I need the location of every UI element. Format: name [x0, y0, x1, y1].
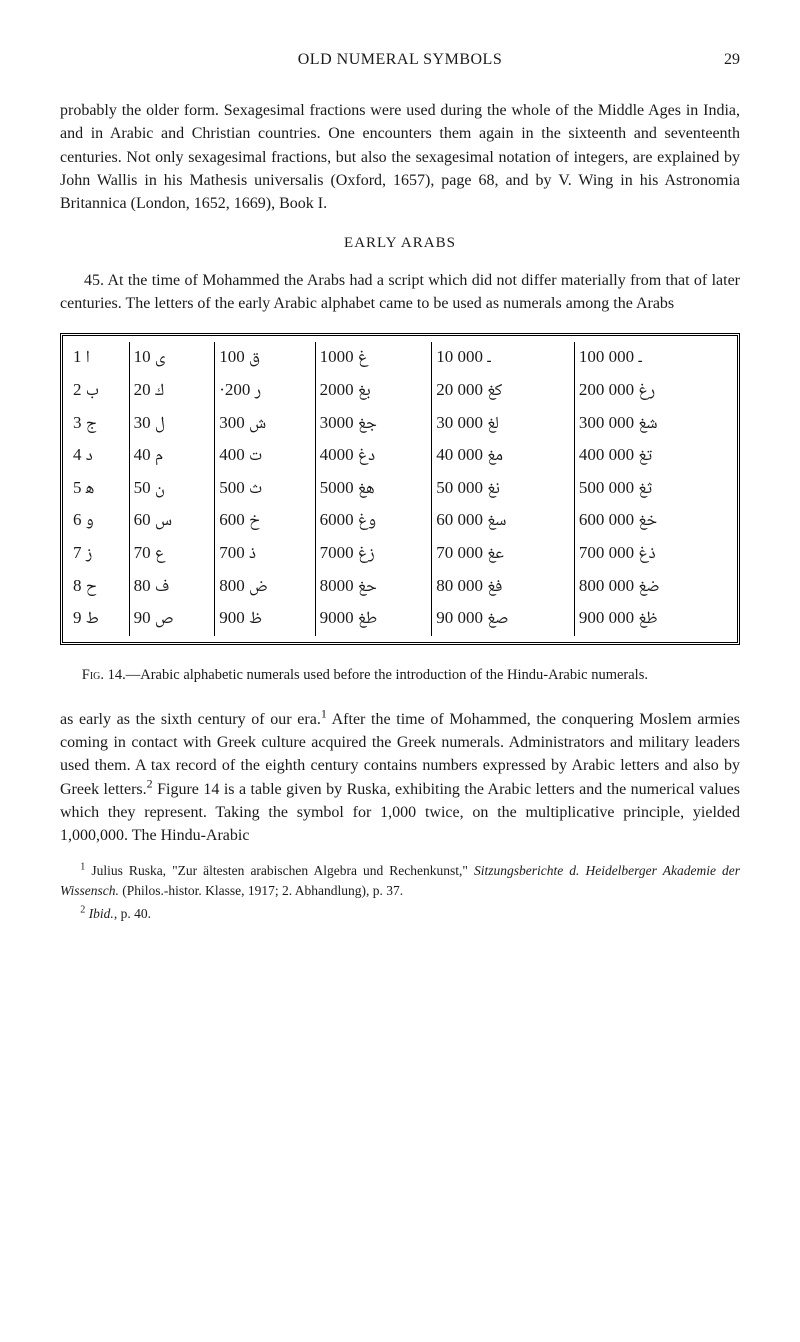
table-cell: 200 000 رغ [574, 375, 731, 408]
table-cell: 5000 هغ [315, 473, 432, 506]
section-heading: EARLY ARABS [60, 233, 740, 255]
table-cell: 20 000 كغ [432, 375, 575, 408]
table-cell: 700 000 ذغ [574, 538, 731, 571]
table-cell: 90 ص [129, 603, 215, 636]
table-cell: 30 ل [129, 408, 215, 441]
table-cell: 3 ج [69, 408, 129, 441]
table-cell: 4000 دغ [315, 440, 432, 473]
table-cell: 8000 حغ [315, 571, 432, 604]
para2-a: as early as the sixth century of our era… [60, 711, 321, 728]
table-cell: 900 ظ [215, 603, 315, 636]
table-cell: 80 ف [129, 571, 215, 604]
table-cell: 700 ذ [215, 538, 315, 571]
table-row: 8 ح80 ف800 ض8000 حغ80 000 فغ800 000 ضغ [69, 571, 731, 604]
table-cell: 300 000 شغ [574, 408, 731, 441]
table-cell: 10 000 ـ [432, 342, 575, 375]
table-cell: 2000 بغ [315, 375, 432, 408]
table-cell: 500 ث [215, 473, 315, 506]
table-cell: 60 000 سغ [432, 505, 575, 538]
table-cell: 100 000 ـ [574, 342, 731, 375]
table-cell: 60 س [129, 505, 215, 538]
table-row: 6 و60 س600 خ6000 وغ60 000 سغ600 000 خغ [69, 505, 731, 538]
fn1-a: Julius Ruska, "Zur ältesten arabischen A… [91, 863, 474, 878]
paragraph-1: probably the older form. Sexagesimal fra… [60, 99, 740, 215]
paragraph-2: as early as the sixth century of our era… [60, 708, 740, 847]
table-cell: 10 ى [129, 342, 215, 375]
table-cell: 800 000 ضغ [574, 571, 731, 604]
paragraph-45: 45. At the time of Mohammed the Arabs ha… [60, 269, 740, 315]
table-cell: 40 م [129, 440, 215, 473]
table-cell: ·200 ر [215, 375, 315, 408]
table-cell: 80 000 فغ [432, 571, 575, 604]
table-row: 7 ز70 ع700 ذ7000 زغ70 000 عغ700 000 ذغ [69, 538, 731, 571]
table-row: 1 ا10 ى100 ق1000 غ10 000 ـ100 000 ـ [69, 342, 731, 375]
footnote-2: 2 Ibid., p. 40. [60, 904, 740, 924]
table-cell: 6 و [69, 505, 129, 538]
table-cell: 8 ح [69, 571, 129, 604]
fig-label: Fig. [82, 667, 104, 683]
table-cell: 7000 زغ [315, 538, 432, 571]
running-head: OLD NUMERAL SYMBOLS 29 [60, 48, 740, 71]
table-cell: 30 000 لغ [432, 408, 575, 441]
fn2-marker: 2 [80, 905, 85, 916]
figure-caption: Fig. 14.—Arabic alphabetic numerals used… [60, 665, 740, 686]
table-row: 2 ب20 ك·200 ر2000 بغ20 000 كغ200 000 رغ [69, 375, 731, 408]
table-cell: 900 000 ظغ [574, 603, 731, 636]
footnote-1: 1 Julius Ruska, "Zur ältesten arabischen… [60, 861, 740, 900]
page-number: 29 [700, 48, 740, 71]
table-row: 3 ج30 ل300 ش3000 جغ30 000 لغ300 000 شغ [69, 408, 731, 441]
table-cell: 9000 طغ [315, 603, 432, 636]
fn2-a: Ibid. [89, 906, 114, 921]
table-cell: 1000 غ [315, 342, 432, 375]
table-cell: 5 ﻫ [69, 473, 129, 506]
table-row: 9 ط90 ص900 ظ9000 طغ90 000 صغ900 000 ظغ [69, 603, 731, 636]
table-row: 5 ﻫ50 ن500 ث5000 هغ50 000 نغ500 000 ثغ [69, 473, 731, 506]
table-cell: 50 000 نغ [432, 473, 575, 506]
table-cell: 3000 جغ [315, 408, 432, 441]
table-cell: 20 ك [129, 375, 215, 408]
table-cell: 2 ب [69, 375, 129, 408]
fn1-c: (Philos.-histor. Klasse, 1917; 2. Abhand… [119, 883, 403, 898]
table-cell: 400 000 تغ [574, 440, 731, 473]
table-cell: 50 ن [129, 473, 215, 506]
table-cell: 9 ط [69, 603, 129, 636]
table-cell: 600 خ [215, 505, 315, 538]
table-cell: 70 ع [129, 538, 215, 571]
numerals-table-wrap: 1 ا10 ى100 ق1000 غ10 000 ـ100 000 ـ2 ب20… [60, 333, 740, 645]
numerals-table: 1 ا10 ى100 ق1000 غ10 000 ـ100 000 ـ2 ب20… [69, 342, 731, 636]
para2-c: Figure 14 is a table given by Ruska, exh… [60, 781, 740, 844]
table-cell: 400 ت [215, 440, 315, 473]
table-cell: 800 ض [215, 571, 315, 604]
caption-text: 14.—Arabic alphabetic numerals used befo… [108, 667, 648, 683]
table-cell: 4 د [69, 440, 129, 473]
table-row: 4 د40 م400 ت4000 دغ40 000 مغ400 000 تغ [69, 440, 731, 473]
running-title: OLD NUMERAL SYMBOLS [100, 48, 700, 71]
table-cell: 100 ق [215, 342, 315, 375]
table-cell: 7 ز [69, 538, 129, 571]
table-cell: 1 ا [69, 342, 129, 375]
table-cell: 70 000 عغ [432, 538, 575, 571]
table-cell: 500 000 ثغ [574, 473, 731, 506]
table-cell: 300 ش [215, 408, 315, 441]
table-cell: 90 000 صغ [432, 603, 575, 636]
table-cell: 600 000 خغ [574, 505, 731, 538]
table-cell: 40 000 مغ [432, 440, 575, 473]
fn1-marker: 1 [80, 862, 85, 873]
table-cell: 6000 وغ [315, 505, 432, 538]
fn2-b: , p. 40. [114, 906, 151, 921]
